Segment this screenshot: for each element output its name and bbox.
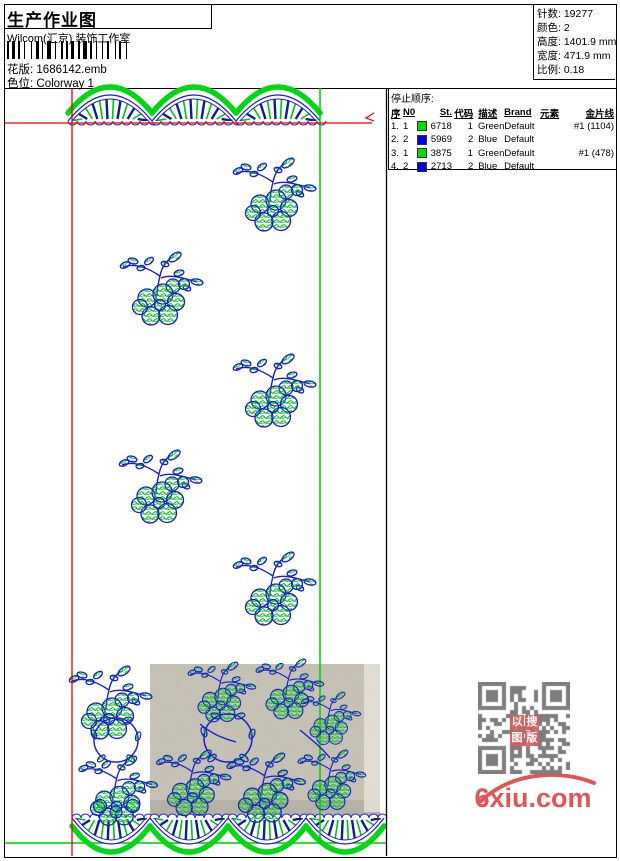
barcode — [7, 41, 127, 59]
thread-color-swatch — [416, 134, 427, 145]
thread-color-swatch — [416, 148, 427, 159]
bottom-scallop-border — [69, 813, 388, 855]
thread-color-swatch — [416, 161, 427, 172]
info-row-3: 宽度: 471.9 mm — [537, 50, 611, 62]
stop-sequence-header: 序 N0 St. 代码 描述 Brand 元素 金片线 — [391, 106, 616, 120]
info-row-4: 比例: 0.18 — [537, 64, 585, 76]
stop-row-4: 4. 2 2713 2 Blue Default — [391, 161, 535, 173]
stop-row-2: 2. 2 5969 2 Blue Default — [391, 134, 535, 146]
col-elem: 元素 — [540, 108, 560, 120]
info-row-1: 颜色: 2 — [537, 22, 570, 34]
image-search-stamp: 以搜图版 — [510, 715, 539, 746]
stop-sequence-rows: 1. 1 6718 1 Green Default #1 (1104) 2. 2 5969 2 Blu… — [391, 120, 616, 174]
qr-code — [478, 682, 570, 774]
col-sequin: 金片线 — [585, 108, 615, 120]
col-seq: 序 — [391, 108, 401, 120]
top-scallop-border — [65, 84, 327, 126]
stop-row-1: 1. 1 6718 1 Green Default #1 (1104) — [391, 120, 614, 132]
col-st: St. — [439, 107, 452, 119]
col-code: 代码 — [454, 108, 474, 120]
page-title: 生产作业图 — [7, 11, 97, 30]
design-file-value: 1686142.emb — [36, 64, 107, 76]
watermark-site: 6xiu.com — [474, 783, 592, 813]
stop-row-3: 3. 1 3875 1 Green Default #1 (478) — [391, 147, 614, 159]
col-desc: 描述 — [478, 108, 498, 120]
title-cell: 生产作业图 — [5, 5, 212, 30]
stop-sequence-table: 停止顺序: 序 N0 St. 代码 描述 Brand 元素 金片线 1. 1 671… — [388, 88, 617, 172]
red-guides — [5, 88, 375, 856]
page-border — [4, 4, 617, 858]
info-row-0: 针数: 19277 — [537, 8, 594, 20]
header-divider — [5, 88, 615, 89]
design-file-label: 花版: — [7, 64, 34, 76]
floral-motifs — [67, 155, 367, 827]
colorway-value: Colorway 1 — [36, 78, 94, 90]
col-n0: N0 — [403, 107, 416, 119]
watermark-swoosh — [479, 773, 596, 803]
colorway-line: 色位: Colorway 1 — [7, 75, 94, 91]
col-brand: Brand — [504, 107, 532, 119]
colorway-label: 色位: — [7, 78, 34, 90]
stop-sequence-title: 停止顺序: — [391, 94, 434, 105]
design-info-box: 针数: 19277 颜色: 2 高度: 1401.9 mm 宽度: 471.9 mm 比… — [533, 5, 617, 80]
thread-color-swatch — [416, 121, 427, 132]
design-file-line: 花版: 1686142.emb — [7, 61, 107, 77]
info-row-2: 高度: 1401.9 mm — [537, 36, 617, 48]
